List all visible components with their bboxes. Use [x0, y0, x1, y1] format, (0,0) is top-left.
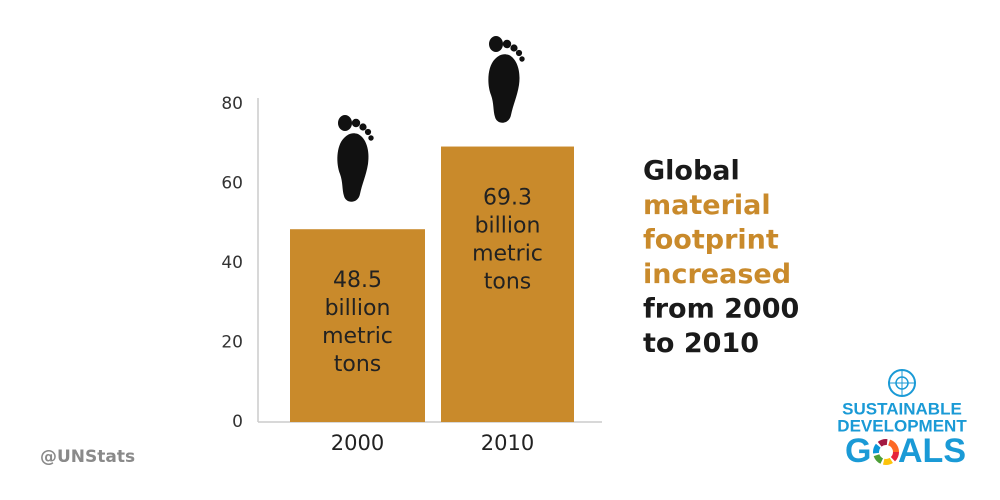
headline-line: Global — [643, 156, 740, 187]
x-tick-label: 2000 — [331, 431, 384, 455]
logo-text: SUSTAINABLE — [842, 399, 962, 418]
source: @UNStats — [40, 447, 135, 467]
y-tick-label: 0 — [232, 412, 243, 432]
headline-line: to 2010 — [643, 328, 759, 359]
data-label: 48.5 — [333, 268, 382, 293]
y-tick-label: 20 — [221, 333, 243, 353]
unit-label: billion metric tons — [472, 214, 543, 295]
headline-line: footprint — [643, 225, 779, 256]
headline-line: from 2000 — [643, 294, 799, 325]
logo-text: G — [845, 432, 871, 470]
logo-text: DEVELOPMENT — [837, 416, 967, 435]
unit-label: billion metric tons — [322, 296, 393, 377]
y-tick-label: 60 — [221, 174, 243, 194]
headline-line: increased — [643, 259, 791, 290]
y-tick-label: 80 — [221, 94, 243, 114]
footprint-icon — [488, 36, 525, 123]
y-tick-label: 40 — [221, 253, 243, 273]
sdg-logo: SUSTAINABLE DEVELOPMENT G ALS — [837, 369, 967, 470]
footprint-icon — [337, 115, 374, 202]
data-label: 69.3 — [483, 186, 532, 211]
bar — [290, 229, 425, 422]
bar — [441, 146, 574, 422]
x-tick-label: 2010 — [481, 431, 534, 455]
logo-text: ALS — [898, 432, 966, 470]
headline-line: material — [643, 190, 771, 221]
